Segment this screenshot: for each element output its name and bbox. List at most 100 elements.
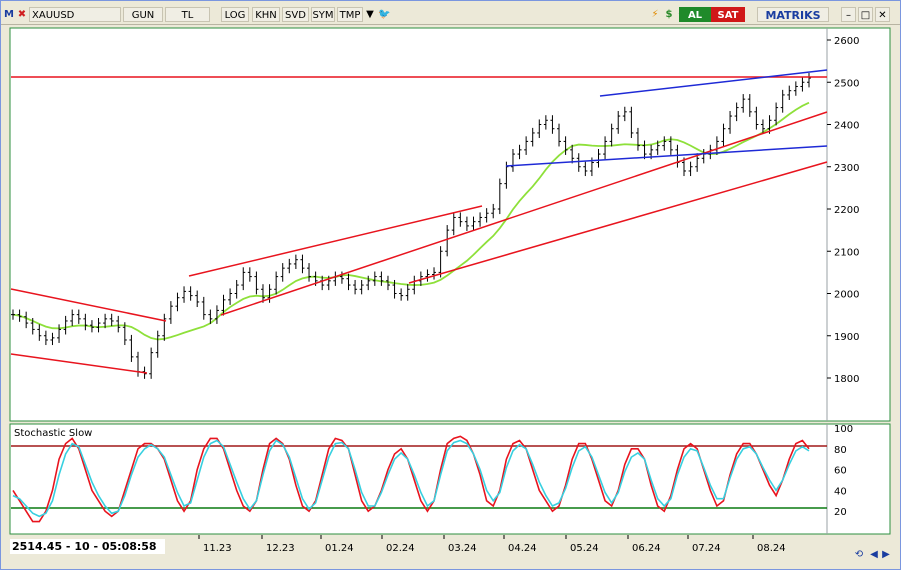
price-tick-label: 2300 [834,163,859,174]
stochastic-d-series [12,439,810,518]
price-bar [228,288,233,305]
price-bar [425,269,430,282]
price-tick-label: 2400 [834,121,859,132]
price-bar [629,106,634,139]
price-bar [353,279,358,295]
maximize-icon[interactable]: □ [858,7,873,22]
price-bar [655,140,660,155]
price-bar [122,322,127,346]
close-window-icon[interactable]: ✕ [875,7,890,22]
symbol-field[interactable]: XAUUSD [29,7,121,22]
price-bar [208,309,213,324]
price-bar [267,284,272,303]
currency-button[interactable]: TL [165,7,210,22]
trendline-channel-lower-1 [10,353,148,374]
scroll-left-icon[interactable]: ◀ [870,549,878,560]
price-bar [741,94,746,113]
trendlines [10,69,828,374]
moving-average-series [12,101,810,341]
price-bar [524,136,529,155]
close-symbol-icon[interactable]: ✖ [17,9,27,20]
price-bar [484,208,489,223]
price-bar [188,286,193,301]
price-bar [366,275,371,291]
price-bar [300,254,305,274]
time-tick-label: 01.24 [325,543,354,554]
price-bar [89,320,94,333]
tmp-button[interactable]: TMP [337,7,363,22]
app-logo: M [4,9,14,20]
price-bar [372,271,377,286]
buy-button[interactable]: AL [679,7,711,22]
price-bar [109,313,114,327]
khn-button[interactable]: KHN [252,7,280,22]
time-axis: 11.23 12.23 01.24 02.24 03.24 04.24 05.24 06.24… [198,535,786,554]
price-bar [37,324,42,341]
price-bar [616,110,621,134]
price-bar [11,309,15,320]
price-bar [635,127,640,151]
minimize-icon[interactable]: – [841,7,856,22]
price-bar [43,330,48,346]
stochastic-tick-label: 80 [834,445,847,456]
price-bar [293,254,298,269]
price-bar [662,136,667,151]
price-bar [721,123,726,147]
sync-icon[interactable]: ⟲ [854,549,864,560]
svd-button[interactable]: SVD [282,7,309,22]
period-button[interactable]: GUN [123,7,163,22]
price-tick-label: 1900 [834,332,859,343]
price-bar [155,330,160,358]
price-bar [642,140,647,160]
price-bar [182,286,187,303]
price-bar [464,216,469,231]
price-bar [280,263,285,282]
price-bar [214,305,219,324]
log-button[interactable]: LOG [221,7,249,22]
stochastic-title: Stochastic Slow [14,428,92,439]
price-tick-label: 2100 [834,247,859,258]
price-bar [96,318,101,333]
currency-icon[interactable]: $ [665,9,673,20]
sell-button[interactable]: SAT [711,7,745,22]
price-bars [11,72,811,379]
price-bar [800,77,805,92]
price-bar [50,332,55,346]
price-bar [471,216,476,231]
price-bar [793,81,798,96]
stochastic-lines [12,435,810,523]
sym-button[interactable]: SYM [311,7,335,22]
price-readout: 2514.45 - 10 - 05:08:58 [10,539,165,554]
trendline-blue-upper [599,69,828,97]
price-bar [405,284,410,301]
price-bar [543,115,548,130]
twitter-icon[interactable]: 🐦 [378,9,391,20]
price-bar [201,296,206,320]
price-bar [307,263,312,282]
price-bar [260,284,265,303]
scroll-right-icon[interactable]: ▶ [882,549,890,560]
price-bar [478,212,483,227]
price-bar [274,271,279,295]
price-bar [346,273,351,291]
time-tick-label: 04.24 [508,543,537,554]
dropdown-arrow-icon[interactable]: ▼ [366,9,374,20]
price-bar [399,288,404,301]
trendline-channel-upper-1 [10,288,167,322]
price-bar [583,161,588,177]
price-tick-label: 2000 [834,290,859,301]
price-bar [550,115,555,134]
price-bar [168,301,173,324]
price-bar [359,279,364,295]
price-bar [287,258,292,274]
price-bar [24,311,29,329]
price-bar [510,149,515,172]
price-chart[interactable]: 2600 2500 2400 2300 2200 2100 2000 1900 1800 100… [1,25,900,570]
lightning-icon[interactable]: ⚡ [651,9,659,20]
price-bar [609,123,614,147]
price-bar [668,136,673,155]
brand-logo: MATRIKS [757,7,829,22]
price-bar [728,110,733,134]
price-bar [339,271,344,284]
